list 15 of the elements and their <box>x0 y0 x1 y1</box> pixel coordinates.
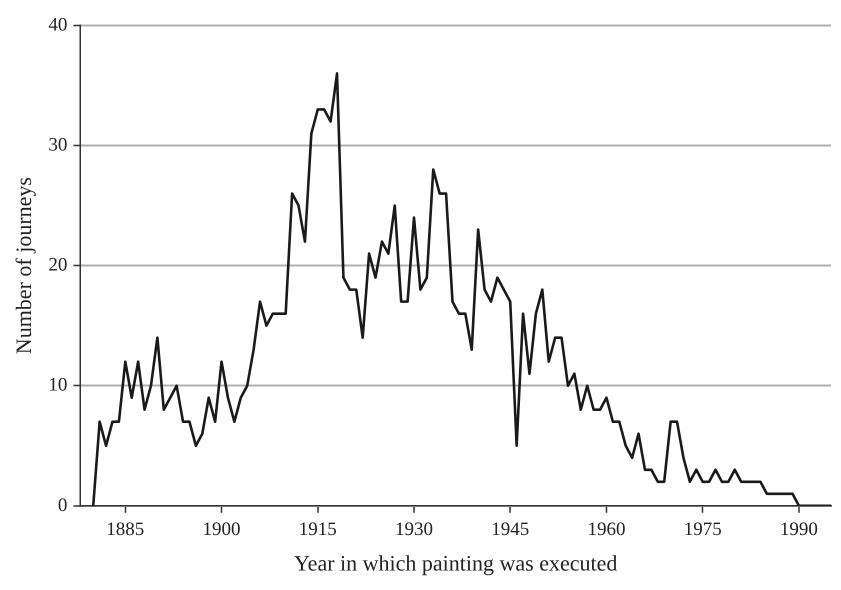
y-tick-label: 10 <box>48 374 68 396</box>
x-tick-label: 1990 <box>780 519 818 540</box>
x-tick-label: 1945 <box>491 519 530 540</box>
x-axis-title: Year in which painting was executed <box>294 550 618 576</box>
x-tick-label: 1975 <box>684 519 722 540</box>
x-tick-label: 1885 <box>106 519 144 540</box>
y-axis-title: Number of journeys <box>10 177 36 354</box>
y-tick-label: 20 <box>48 254 68 276</box>
y-tick-label: 30 <box>48 134 68 156</box>
x-tick-label: 1930 <box>395 519 433 540</box>
x-tick-label: 1915 <box>298 519 337 540</box>
x-tick-label: 1900 <box>202 519 241 540</box>
x-tick-label: 1960 <box>587 519 626 540</box>
y-tick-label: 0 <box>58 494 68 516</box>
y-tick-label: 40 <box>48 14 68 36</box>
